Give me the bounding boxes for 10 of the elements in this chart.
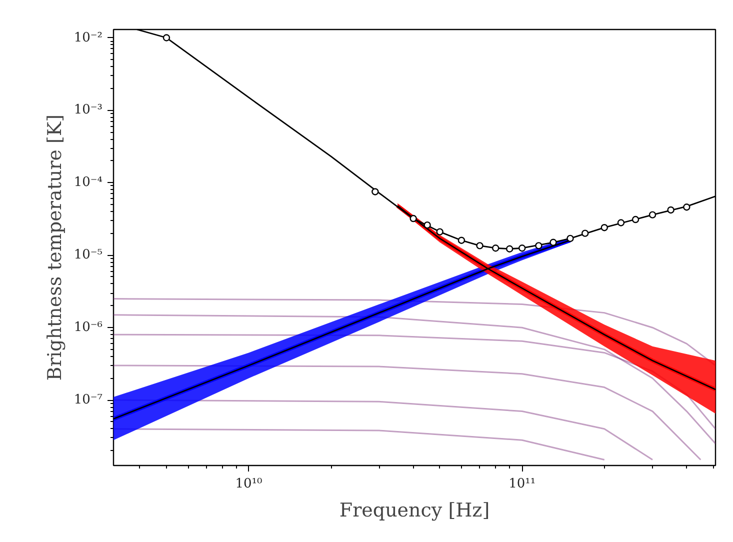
y-tick-label: 10⁻⁶ xyxy=(74,320,103,336)
x-tick-label: 10¹¹ xyxy=(508,476,536,492)
x-axis-title: Frequency [Hz] xyxy=(339,500,490,522)
x-tick-label: 10¹⁰ xyxy=(235,476,262,492)
y-tick-label: 10⁻⁷ xyxy=(74,392,103,408)
y-tick-label: 10⁻⁴ xyxy=(74,175,103,190)
y-tick-label: 10⁻⁵ xyxy=(74,248,103,263)
y-tick-label: 10⁻² xyxy=(74,30,103,46)
y-tick-label: 10⁻³ xyxy=(74,102,103,118)
y-axis-title: Brightness temperature [K] xyxy=(44,114,66,381)
